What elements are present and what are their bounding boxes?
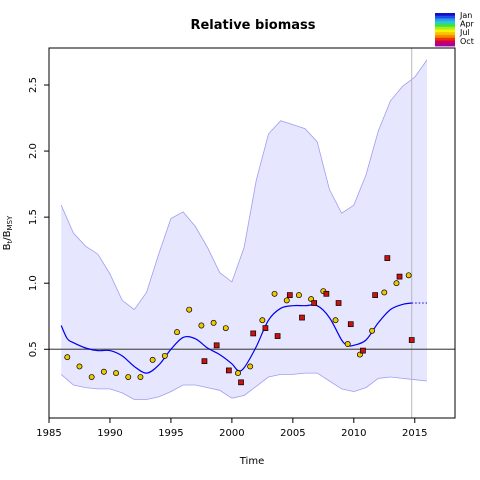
index-point-circle (76, 363, 83, 370)
index-point-circle (137, 374, 144, 380)
y-axis-label-main: B (2, 243, 13, 250)
legend-swatch (435, 43, 455, 47)
index-point-circle (210, 319, 217, 326)
plot-frame (48, 47, 456, 419)
x-tick-label: 1990 (97, 428, 122, 439)
y-axis-label-sub: t (6, 240, 14, 243)
index-point-square (274, 333, 281, 339)
x-tick-label: 2015 (402, 428, 427, 439)
index-point-square (384, 255, 391, 261)
confidence-band (61, 59, 427, 400)
index-point-square (360, 347, 366, 354)
index-point-circle (235, 370, 241, 377)
index-point-circle (113, 370, 120, 377)
index-point-square (335, 300, 342, 306)
index-point-square (408, 337, 415, 343)
index-point-circle (247, 363, 254, 370)
band-upper-edge (60, 59, 428, 311)
index-point-circle (222, 325, 229, 332)
index-point-circle (344, 341, 351, 347)
index-point-square (396, 273, 403, 280)
legend-label: Apr (460, 20, 475, 29)
index-point-square (225, 367, 232, 374)
legend-label: Jan (459, 11, 472, 20)
index-point-square (250, 330, 257, 337)
legend-swatch (435, 15, 455, 19)
x-tick-label: 2010 (341, 428, 366, 439)
legend-swatch (435, 24, 455, 28)
legend-swatch (435, 26, 455, 30)
index-point-circle (125, 374, 132, 380)
y-axis-label-sub2: MSY (6, 215, 14, 230)
chart-title: Relative biomass (190, 18, 315, 33)
y-axis-label: Bt/BMSY (2, 215, 14, 250)
index-point-circle (259, 317, 266, 324)
index-point-square (299, 314, 305, 321)
legend-label: Oct (460, 37, 474, 46)
x-tick-label: 1995 (158, 428, 183, 439)
legend-swatch (435, 37, 455, 41)
y-tick-label: 2.5 (28, 77, 39, 93)
index-point-circle (100, 368, 107, 375)
index-point-circle (369, 327, 376, 334)
index-point-square (201, 358, 208, 365)
band-lower-edge (60, 372, 428, 400)
index-point-circle (381, 289, 388, 296)
index-point-circle (332, 317, 339, 324)
legend-swatch (435, 18, 455, 22)
legend-swatch (435, 32, 455, 36)
legend-swatch (435, 40, 455, 44)
index-point-square (286, 292, 293, 298)
legend-swatch (435, 35, 455, 39)
index-point-circle (88, 374, 95, 380)
y-tick-label: 2.0 (28, 143, 39, 159)
index-point-square (347, 321, 354, 328)
x-tick-label: 2005 (280, 428, 305, 439)
y-tick-label: 1.5 (28, 209, 39, 225)
legend-label: Jul (459, 28, 470, 37)
index-point-circle (64, 354, 71, 361)
y-axis: 0.5 1.0 1.5 2.0 2.5 (28, 77, 49, 357)
x-axis: 1985 1990 1995 2000 2005 2010 2015 (36, 418, 427, 439)
legend-swatch (435, 29, 455, 33)
index-point-circle (198, 322, 205, 329)
y-tick-label: 1.0 (28, 275, 39, 291)
index-point-square (213, 342, 220, 349)
x-tick-label: 1985 (36, 428, 61, 439)
index-point-square (323, 290, 330, 297)
x-axis-label: Time (239, 456, 264, 467)
index-point-square (372, 292, 378, 298)
legend-swatch (435, 21, 455, 25)
index-point-circle (186, 306, 193, 313)
index-point-square (311, 300, 318, 306)
plot-area (49, 48, 455, 418)
legend-swatch (435, 13, 455, 17)
index-point-circle (283, 297, 290, 304)
index-point-square (238, 379, 244, 386)
index-point-circle (271, 290, 278, 297)
index-point-circle (149, 356, 156, 363)
y-axis-label-sep: /B (2, 230, 13, 240)
index-point-circle (174, 329, 180, 336)
x-tick-label: 2000 (219, 428, 244, 439)
y-tick-label: 0.5 (28, 341, 39, 357)
index-point-circle (295, 292, 302, 299)
index-point-circle (161, 352, 168, 359)
index-point-circle (393, 280, 400, 287)
index-point-circle (405, 272, 412, 279)
index-point-square (262, 325, 269, 331)
